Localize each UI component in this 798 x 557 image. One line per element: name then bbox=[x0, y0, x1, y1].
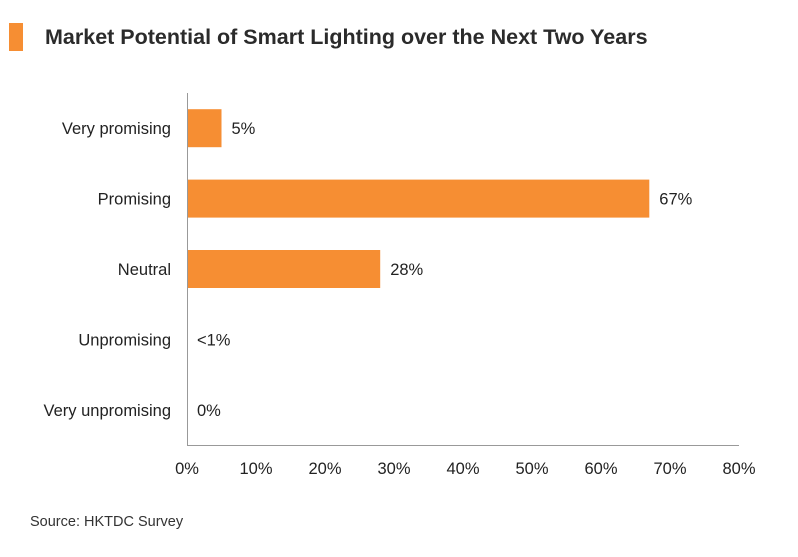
data-label-very-promising: 5% bbox=[232, 120, 256, 138]
bars-layer bbox=[187, 109, 650, 288]
data-label-promising: 67% bbox=[659, 191, 692, 209]
x-tick-label-30: 30% bbox=[377, 460, 410, 478]
labels-layer: Very promising 5% Promising 67% Neutral 28% Un… bbox=[44, 120, 756, 478]
data-label-unpromising: <1% bbox=[197, 331, 231, 349]
category-label-very-unpromising: Very unpromising bbox=[44, 402, 171, 420]
x-tick-label-40: 40% bbox=[446, 460, 479, 478]
category-label-promising: Promising bbox=[98, 191, 171, 209]
chart-title: Market Potential of Smart Lighting over … bbox=[45, 24, 648, 49]
x-tick-label-80: 80% bbox=[722, 460, 755, 478]
bar-very-promising bbox=[187, 109, 222, 148]
x-tick-label-70: 70% bbox=[653, 460, 686, 478]
x-tick-label-20: 20% bbox=[308, 460, 341, 478]
axis-layer bbox=[187, 93, 739, 446]
category-label-very-promising: Very promising bbox=[62, 120, 171, 138]
bar-promising bbox=[187, 179, 650, 218]
x-tick-label-60: 60% bbox=[584, 460, 617, 478]
chart-title-block: Market Potential of Smart Lighting over … bbox=[9, 22, 648, 52]
category-label-neutral: Neutral bbox=[118, 261, 171, 279]
x-tick-label-50: 50% bbox=[515, 460, 548, 478]
x-tick-label-10: 10% bbox=[239, 460, 272, 478]
title-accent-marker bbox=[9, 23, 23, 51]
x-tick-label-0: 0% bbox=[175, 460, 199, 478]
data-label-very-unpromising: 0% bbox=[197, 402, 221, 420]
bar-neutral bbox=[187, 250, 381, 288]
category-label-unpromising: Unpromising bbox=[78, 331, 171, 349]
source-note: Source: HKTDC Survey bbox=[30, 514, 184, 530]
data-label-neutral: 28% bbox=[390, 261, 423, 279]
